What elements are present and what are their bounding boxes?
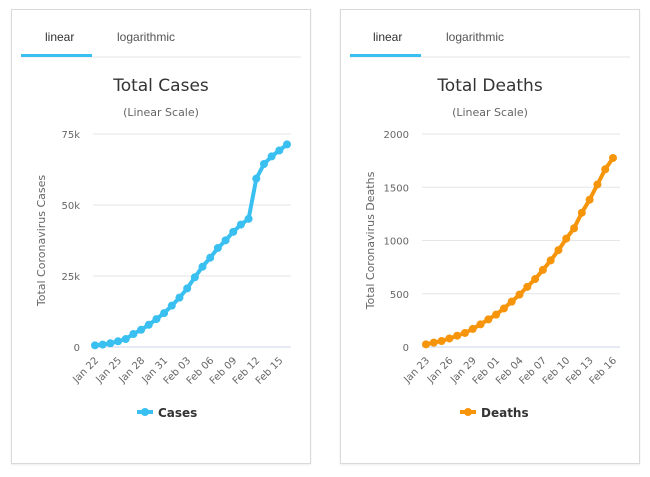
- data-point: [283, 140, 291, 149]
- y-tick-label: 2000: [384, 130, 409, 141]
- x-tick-label: Jan 26: [425, 355, 456, 386]
- chart-title: Total Deaths: [437, 76, 543, 96]
- cases-chart-card: linear logarithmic Total Cases (Linear S…: [11, 9, 311, 464]
- deaths-plot: 0 500 1000 1500 2000 Total Coronavirus Deaths…: [364, 130, 620, 420]
- legend-label: Cases: [158, 406, 197, 420]
- data-point: [213, 243, 222, 252]
- data-point: [236, 220, 245, 229]
- y-tick-label: 0: [74, 343, 80, 354]
- data-point: [267, 152, 276, 161]
- y-tick-label: 1000: [384, 237, 409, 248]
- x-tick-label: Jan 22: [70, 355, 101, 386]
- deaths-chart-card: linear logarithmic Total Deaths (Linear …: [340, 9, 640, 464]
- data-point: [593, 180, 602, 189]
- data-point: [152, 315, 161, 324]
- legend-marker-icon: [464, 408, 472, 416]
- data-point: [515, 290, 524, 299]
- tab-logarithmic[interactable]: logarithmic: [117, 30, 176, 44]
- data-point: [91, 341, 99, 350]
- y-axis-label: Total Coronavirus Deaths: [364, 171, 377, 310]
- data-point: [546, 256, 555, 265]
- data-point: [460, 328, 469, 337]
- y-tick-label: 1500: [384, 183, 409, 194]
- y-tick-label: 500: [390, 290, 409, 301]
- data-point: [499, 304, 508, 313]
- data-point: [275, 146, 284, 155]
- data-point: [437, 337, 446, 346]
- data-point: [601, 165, 610, 174]
- scale-tabs: linear logarithmic: [21, 10, 301, 58]
- chart-title: Total Cases: [113, 76, 209, 96]
- data-point: [137, 325, 146, 334]
- y-tick-label: 50k: [61, 201, 80, 212]
- data-point: [190, 273, 199, 282]
- x-tick-label: Jan 23: [401, 355, 432, 386]
- y-tick-label: 75k: [61, 130, 80, 141]
- data-point: [229, 227, 238, 236]
- series-line: [424, 156, 615, 347]
- data-point: [144, 320, 153, 329]
- y-axis-label: Total Coronavirus Cases: [35, 175, 48, 308]
- data-point: [570, 224, 579, 233]
- data-point: [244, 214, 253, 223]
- active-tab-indicator: [21, 54, 92, 57]
- data-point: [98, 340, 107, 349]
- data-point: [523, 282, 532, 291]
- data-point: [429, 338, 438, 347]
- data-point: [183, 284, 192, 293]
- data-point: [585, 195, 594, 204]
- series-line: [93, 142, 289, 348]
- data-point: [160, 309, 169, 318]
- data-point: [531, 275, 540, 284]
- legend-marker-icon: [141, 408, 149, 416]
- data-point: [198, 262, 207, 271]
- data-point: [492, 310, 501, 319]
- data-point: [484, 315, 493, 324]
- data-point: [206, 253, 215, 262]
- legend-label: Deaths: [481, 406, 529, 420]
- data-point: [453, 331, 462, 340]
- active-tab-indicator: [350, 54, 421, 57]
- data-point: [562, 234, 571, 243]
- x-tick-label: Jan 25: [94, 355, 125, 386]
- data-point: [167, 301, 176, 310]
- data-point: [476, 320, 485, 329]
- data-point: [175, 293, 184, 302]
- chart-subtitle: (Linear Scale): [123, 106, 199, 119]
- data-point: [259, 159, 268, 168]
- data-point: [445, 334, 454, 343]
- data-point: [609, 153, 617, 162]
- data-point: [422, 340, 430, 349]
- data-point: [554, 246, 563, 255]
- data-point: [121, 335, 130, 344]
- chart-subtitle: (Linear Scale): [452, 106, 528, 119]
- data-point: [468, 324, 477, 333]
- data-point: [106, 339, 115, 348]
- y-tick-label: 0: [403, 343, 409, 354]
- tab-linear[interactable]: linear: [45, 30, 75, 44]
- x-tick-label: Jan 28: [117, 355, 148, 386]
- data-point: [538, 265, 547, 274]
- data-point: [577, 208, 586, 217]
- tab-logarithmic[interactable]: logarithmic: [446, 30, 505, 44]
- data-point: [114, 337, 123, 346]
- scale-tabs: linear logarithmic: [350, 10, 630, 58]
- data-point: [252, 174, 261, 183]
- data-point: [507, 297, 516, 306]
- data-point: [129, 329, 138, 338]
- tab-linear[interactable]: linear: [373, 30, 403, 44]
- data-point: [221, 236, 230, 245]
- y-tick-label: 25k: [61, 272, 80, 283]
